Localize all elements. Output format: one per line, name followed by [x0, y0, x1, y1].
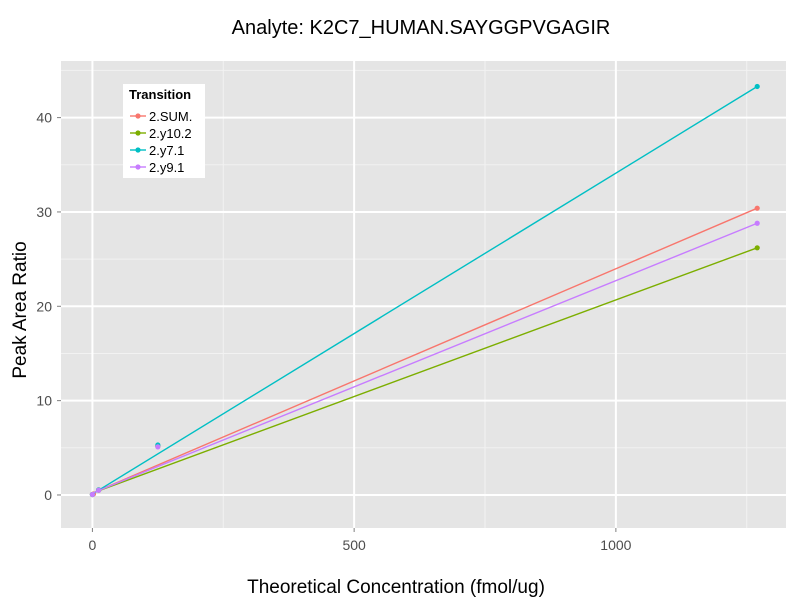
y-tick-label: 30 [36, 204, 52, 220]
minor-gridlines [61, 61, 786, 528]
data-point [96, 487, 102, 493]
legend-item: 2.y10.2 [130, 126, 192, 141]
data-point [155, 444, 161, 450]
x-tick-label: 0 [89, 537, 97, 553]
data-point [89, 491, 96, 498]
x-axis-title: Theoretical Concentration (fmol/ug) [247, 577, 545, 598]
y-tick-label: 10 [36, 393, 52, 409]
legend-title: Transition [129, 87, 191, 102]
fit-line [92, 207, 758, 494]
y-tick-label: 20 [36, 298, 52, 314]
legend-key-point [135, 113, 141, 119]
x-tick-label: 500 [342, 537, 366, 553]
legend-label: 2.SUM. [149, 109, 192, 124]
series-layer [89, 83, 760, 498]
y-tick-label: 0 [44, 487, 52, 503]
y-axis-title: Peak Area Ratio [10, 241, 31, 378]
fit-line [92, 85, 758, 495]
legend-item: 2.y7.1 [130, 143, 184, 158]
legend-key-point [135, 147, 141, 153]
x-axis-ticks: 0 500 1000 [89, 528, 632, 553]
legend-item: 2.SUM. [130, 109, 192, 124]
legend-key-point [135, 130, 141, 136]
legend-key-point [135, 164, 141, 170]
legend-label: 2.y9.1 [149, 160, 184, 175]
data-point [754, 245, 760, 251]
legend-label: 2.y10.2 [149, 126, 192, 141]
fit-line [92, 247, 758, 494]
legend-label: 2.y7.1 [149, 143, 184, 158]
y-tick-label: 40 [36, 110, 52, 126]
fit-line [92, 222, 758, 494]
data-point [754, 83, 760, 90]
data-point [754, 220, 760, 226]
data-point [754, 205, 760, 211]
x-tick-label: 1000 [600, 537, 631, 553]
legend-items: 2.SUM. 2.y10.2 2.y7.1 2.y9.1 [130, 109, 192, 175]
legend-item: 2.y9.1 [130, 160, 184, 175]
series-2-y9-1 [89, 220, 760, 498]
y-axis-ticks: 0 10 20 30 40 [36, 110, 61, 503]
legend: Transition 2.SUM. 2.y10.2 2.y7.1 2.y9.1 [123, 84, 205, 178]
chart-title: Analyte: K2C7_HUMAN.SAYGGPVGAGIR [232, 17, 611, 39]
